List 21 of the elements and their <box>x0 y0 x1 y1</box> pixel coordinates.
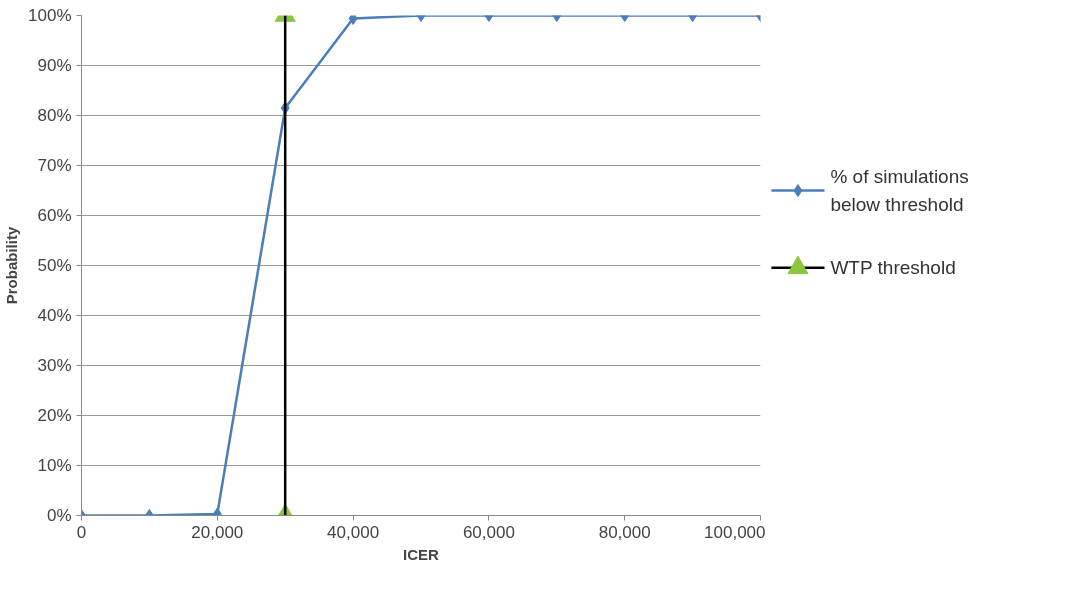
y-tick-label: 10% <box>37 456 72 475</box>
y-tick-label: 20% <box>37 406 72 425</box>
y-tick-label: 30% <box>37 356 72 375</box>
x-tick-label: 100,000 <box>704 522 766 542</box>
y-tick-label: 100% <box>28 6 72 25</box>
legend-label: WTP threshold <box>830 257 956 279</box>
y-tick-label: 40% <box>37 306 72 325</box>
y-tick-label: 70% <box>37 156 72 175</box>
y-axis-title: Probability <box>3 226 21 305</box>
x-tick-label: 80,000 <box>598 522 651 542</box>
x-tick-label: 0 <box>76 522 87 542</box>
y-tick-label: 90% <box>37 56 72 75</box>
x-axis-title: ICER <box>403 545 440 563</box>
legend-label: % of simulations below threshold <box>830 166 969 215</box>
y-tick-label: 80% <box>37 106 72 125</box>
y-tick-label: 60% <box>37 206 72 225</box>
x-tick-label: 60,000 <box>462 522 515 542</box>
x-tick-label: 40,000 <box>327 522 380 542</box>
x-tick-label: 20,000 <box>191 522 244 542</box>
y-tick-label: 50% <box>37 256 72 275</box>
y-tick-label: 0% <box>46 506 72 525</box>
